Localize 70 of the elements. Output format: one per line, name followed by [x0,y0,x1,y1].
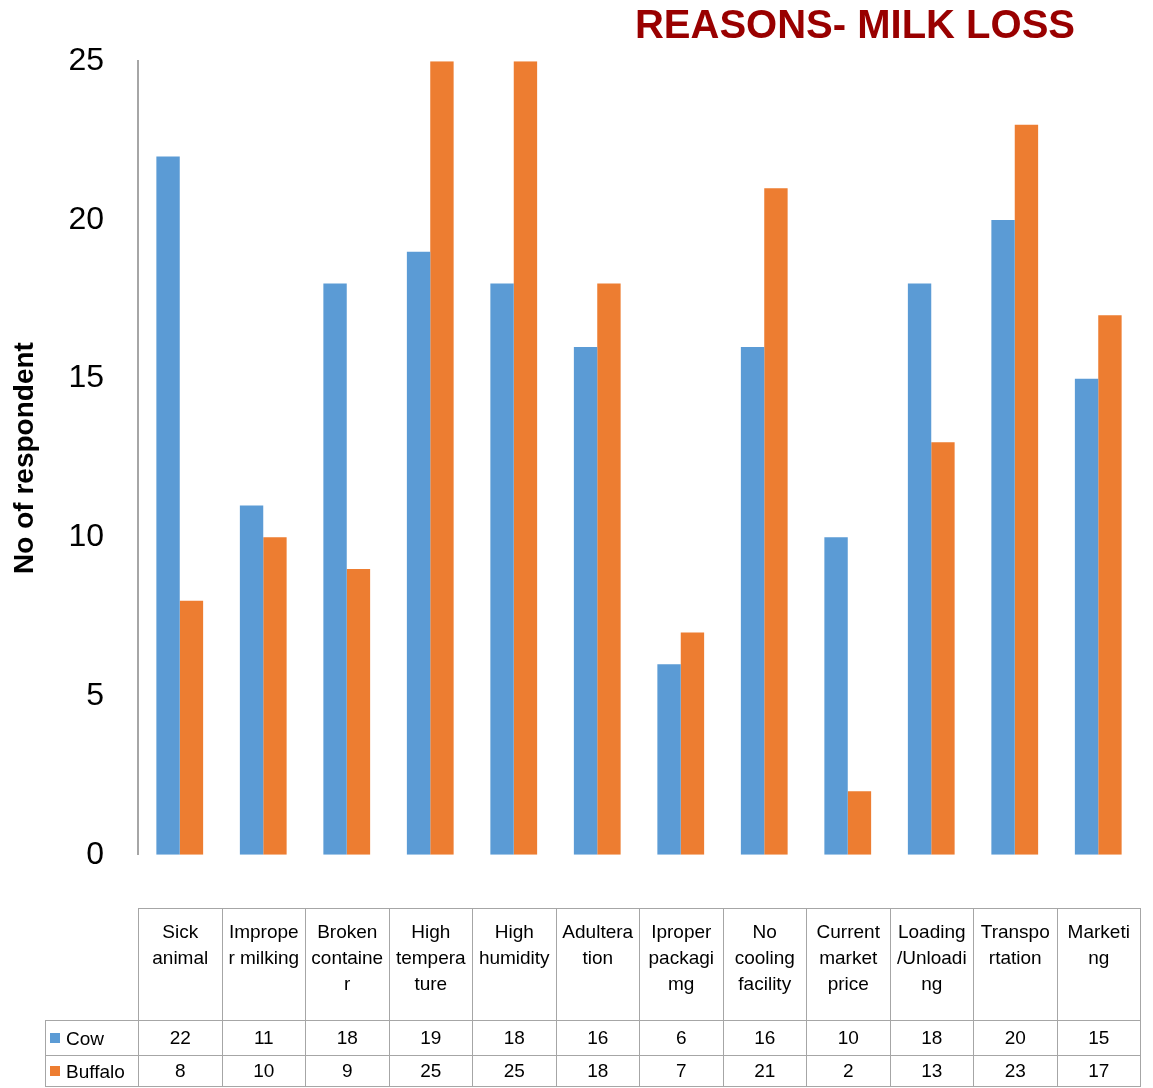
bar [1098,315,1122,855]
y-tick-label: 10 [68,517,104,554]
bar [346,569,371,855]
data-label: 18 [472,1020,556,1056]
data-label: 16 [723,1020,807,1056]
bar [824,537,848,855]
bar [991,219,1015,855]
data-label: 25 [472,1055,556,1087]
x-tick-label: Marketing [1067,921,1130,968]
data-label: 25 [389,1055,473,1087]
bar [764,188,788,855]
data-label: 11 [222,1020,306,1056]
y-tick-label: 5 [86,675,104,712]
data-label: 15 [1057,1020,1141,1056]
y-axis-title: No of respondent [7,342,39,574]
y-tick-label: 0 [86,834,104,871]
bar [573,346,598,855]
y-tick-label: 20 [68,199,104,236]
bar [907,283,932,855]
data-label: 9 [305,1055,389,1087]
x-tick-label: Transportation [980,921,1050,968]
x-tick-label: Current market price [816,921,880,994]
bar [657,664,681,855]
bar [179,600,204,855]
data-label: 20 [973,1020,1057,1056]
chart-title: REASONS- MILK LOSS [634,2,1075,46]
data-label: 10 [806,1020,890,1056]
x-tick-label: Sick animal [152,921,209,968]
bar [597,283,621,855]
data-label: 6 [639,1020,723,1056]
data-label: 16 [556,1020,640,1056]
data-label: 22 [138,1020,222,1056]
bar [323,283,347,855]
data-label: 10 [222,1055,306,1087]
bar [847,791,872,855]
data-label: 18 [556,1055,640,1087]
data-label: 17 [1057,1055,1141,1087]
bar [931,442,955,855]
bar [680,632,705,855]
data-label: 19 [389,1020,473,1056]
data-label: 21 [723,1055,807,1087]
x-tick-label: Broken container [311,921,384,994]
x-tick-label: No cooling facility [734,921,795,994]
x-tick-label: High humidity [478,921,550,968]
data-label: 13 [890,1055,974,1087]
bar [740,346,765,855]
x-tick-label: Adulteration [562,921,634,968]
legend-label: Buffalo [66,1060,125,1082]
y-tick-label: 15 [68,358,104,395]
x-tick-label: Iproper packagimg [648,921,714,994]
bar [430,61,454,855]
bar [490,283,514,855]
bar [406,251,431,855]
bar [1074,378,1099,855]
data-label: 7 [639,1055,723,1087]
bar [513,61,538,855]
data-label: 23 [973,1055,1057,1087]
bar [1014,124,1039,855]
x-tick-label: High temperature [395,921,466,994]
data-label: 2 [806,1055,890,1087]
data-label: 18 [890,1020,974,1056]
data-label: 8 [138,1055,222,1087]
bar [239,505,264,855]
bar [156,156,180,855]
x-tick-label: Improper milking [228,921,300,968]
bar [263,537,287,855]
legend-label: Cow [66,1027,105,1049]
data-label: 18 [305,1020,389,1056]
x-tick-label: Loading/Unloading [896,921,967,994]
y-tick-label: 25 [68,41,104,78]
